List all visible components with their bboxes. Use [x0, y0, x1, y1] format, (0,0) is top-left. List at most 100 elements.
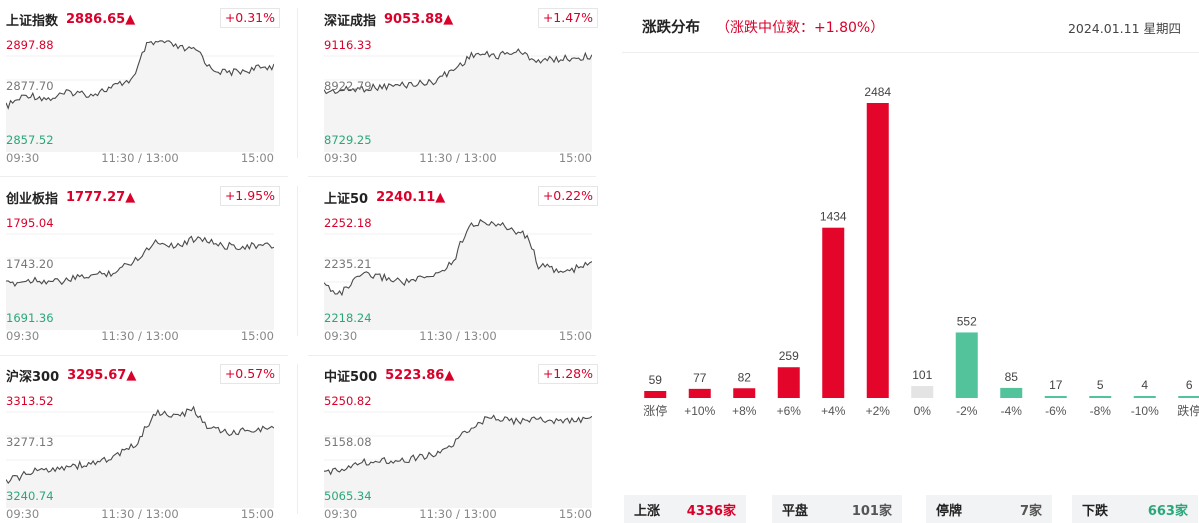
bar--8% — [1089, 396, 1112, 398]
x-tick-noon: 11:30 / 13:00 — [419, 151, 497, 165]
intraday-chart — [324, 218, 592, 330]
row-divider — [0, 176, 288, 177]
summary-value: 663 — [1147, 503, 1175, 519]
bar-+10% — [688, 388, 711, 398]
summary-value: 7 — [1019, 503, 1029, 519]
price-line — [6, 40, 274, 110]
column-divider — [297, 186, 298, 336]
bar-+6% — [777, 367, 800, 398]
bar-value-label: 59 — [649, 373, 663, 387]
index-price: 5223.86▲ — [385, 367, 455, 383]
index-change-badge: +0.22% — [537, 186, 598, 206]
index-change-badge: +1.47% — [537, 8, 598, 28]
bar-value-label: 4 — [1141, 378, 1148, 392]
index-name: 创业板指 — [6, 191, 59, 207]
price-area — [6, 406, 274, 508]
intraday-chart — [6, 405, 274, 508]
summary-down: 下跌 663家 — [1072, 495, 1198, 523]
category-label: +8% — [732, 404, 757, 418]
index-name: 中证500 — [324, 369, 378, 385]
x-tick-close: 15:00 — [558, 151, 592, 165]
y-tick-high: 3313.52 — [6, 394, 54, 408]
y-tick-high: 5250.82 — [324, 394, 372, 408]
x-tick-open: 09:30 — [6, 507, 40, 521]
y-tick-mid: 1743.20 — [6, 257, 54, 271]
price-line — [324, 414, 592, 476]
index-name: 深证成指 — [324, 13, 377, 29]
bar--10% — [1133, 396, 1156, 398]
bar-0% — [911, 386, 934, 398]
index-card-shanghai[interactable]: 上证指数 2886.65▲ +0.31% 2897.88 2877.70 285… — [0, 0, 286, 170]
x-axis: 09:30 11:30 / 13:00 15:00 — [324, 329, 592, 343]
price-line — [6, 405, 274, 485]
index-card-sse50[interactable]: 上证50 2240.11▲ +0.22% 2252.18 2235.21 221… — [318, 178, 604, 348]
intraday-chart — [324, 48, 592, 152]
bar--4% — [1000, 387, 1023, 398]
median-change-label: （涨跌中位数：+1.80%） — [716, 20, 885, 36]
bar-value-label: 2484 — [864, 85, 891, 99]
index-card-csi500[interactable]: 中证500 5223.86▲ +1.28% 5250.82 5158.08 50… — [318, 356, 604, 523]
y-tick-mid: 3277.13 — [6, 435, 54, 449]
y-tick-low: 3240.74 — [6, 489, 54, 503]
index-card-shenzhen[interactable]: 深证成指 9053.88▲ +1.47% 9116.33 8922.79 872… — [318, 0, 604, 170]
category-label: -2% — [956, 404, 978, 418]
x-tick-close: 15:00 — [240, 329, 274, 343]
index-card-chinext[interactable]: 创业板指 1777.27▲ +1.95% 1795.04 1743.20 169… — [0, 178, 286, 348]
bar--6% — [1044, 395, 1067, 398]
index-price: 1777.27▲ — [66, 189, 136, 205]
summary-unit: 家 — [1028, 503, 1042, 519]
price-area — [324, 49, 592, 152]
category-label: +6% — [777, 404, 802, 418]
x-tick-open: 09:30 — [324, 151, 358, 165]
y-tick-mid: 2235.21 — [324, 257, 372, 271]
summary-unit: 家 — [1174, 503, 1188, 519]
row-divider — [0, 355, 288, 356]
distribution-panel: 涨跌分布 （涨跌中位数：+1.80%） 2024.01.11 星期四 59 涨停 7… — [622, 0, 1199, 523]
category-label: -8% — [1090, 404, 1112, 418]
bar-value-label: 552 — [957, 314, 977, 328]
summary-up: 上涨 4336家 — [624, 495, 746, 523]
bar-+2% — [866, 103, 889, 398]
row-divider — [308, 176, 596, 177]
bar-value-label: 5 — [1097, 378, 1104, 392]
index-card-csi300[interactable]: 沪深300 3295.67▲ +0.57% 3313.52 3277.13 32… — [0, 356, 286, 523]
bar-value-label: 82 — [738, 370, 752, 384]
x-tick-close: 15:00 — [558, 507, 592, 521]
index-price: 9053.88▲ — [384, 11, 454, 27]
bar-value-label: 17 — [1049, 378, 1063, 392]
index-change-badge: +1.28% — [537, 364, 598, 384]
y-tick-low: 2857.52 — [6, 133, 54, 147]
x-tick-noon: 11:30 / 13:00 — [419, 329, 497, 343]
summary-unit: 家 — [878, 503, 892, 519]
y-tick-high: 9116.33 — [324, 38, 372, 52]
summary-unit: 家 — [722, 503, 736, 519]
bar-涨停 — [644, 390, 667, 398]
index-price: 2240.11▲ — [376, 189, 446, 205]
summary-label: 上涨 — [634, 503, 661, 519]
summary-value: 101 — [851, 503, 879, 519]
bar-value-label: 101 — [912, 368, 932, 382]
y-tick-high: 1795.04 — [6, 216, 54, 230]
summary-label: 下跌 — [1082, 503, 1109, 519]
x-tick-close: 15:00 — [558, 329, 592, 343]
x-tick-noon: 11:30 / 13:00 — [419, 507, 497, 521]
summary-suspended: 停牌 7家 — [926, 495, 1052, 523]
category-label: +10% — [684, 404, 715, 418]
x-tick-open: 09:30 — [324, 329, 358, 343]
index-price: 2886.65▲ — [66, 11, 136, 27]
y-tick-low: 5065.34 — [324, 489, 372, 503]
price-line — [324, 218, 592, 297]
intraday-chart — [6, 40, 274, 152]
x-tick-open: 09:30 — [6, 329, 40, 343]
bar-跌停 — [1178, 396, 1199, 398]
x-tick-open: 09:30 — [6, 151, 40, 165]
category-label: +4% — [821, 404, 846, 418]
price-area — [324, 415, 592, 508]
x-axis: 09:30 11:30 / 13:00 15:00 — [324, 507, 592, 521]
price-area — [324, 219, 592, 330]
x-tick-open: 09:30 — [324, 507, 358, 521]
price-area — [6, 40, 274, 152]
bar-+8% — [733, 388, 756, 398]
y-tick-high: 2252.18 — [324, 216, 372, 230]
x-tick-noon: 11:30 / 13:00 — [101, 507, 179, 521]
